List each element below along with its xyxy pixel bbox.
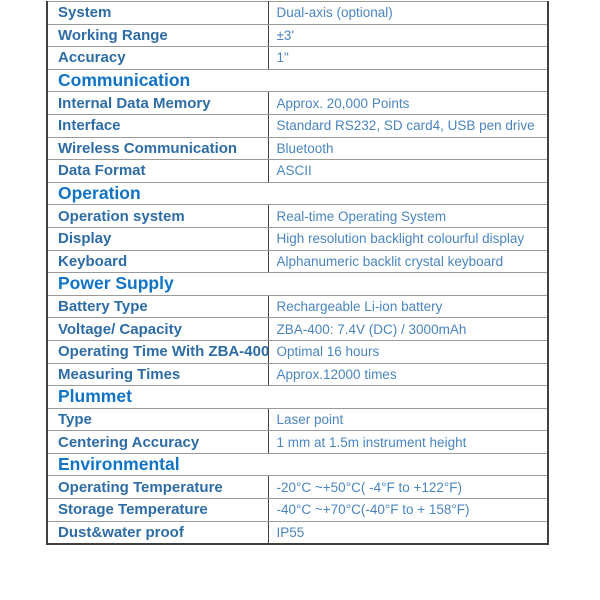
spec-value: Rechargeable Li-ion battery: [268, 295, 548, 319]
spec-label: Accuracy: [47, 46, 269, 70]
spec-label: Voltage/ Capacity: [47, 317, 269, 341]
spec-value: Alphanumeric backlit crystal keyboard: [268, 250, 548, 274]
section-row-communication: Communication: [47, 69, 548, 93]
spec-value: ASCII: [268, 159, 548, 183]
spec-row-wireless-communication: Wireless Communication Bluetooth: [47, 137, 548, 161]
spec-label: Interface: [47, 114, 269, 138]
spec-row-keyboard: Keyboard Alphanumeric backlit crystal key…: [47, 250, 548, 274]
spec-row-system: System Dual-axis (optional): [47, 1, 548, 25]
spec-label: Wireless Communication: [47, 137, 269, 161]
spec-value: High resolution backlight colourful disp…: [268, 227, 548, 251]
spec-row-operation-system: Operation system Real-time Operating Syst…: [47, 204, 548, 228]
spec-value: ZBA-400: 7.4V (DC) / 3000mAh: [268, 317, 548, 341]
spec-row-working-range: Working Range ±3': [47, 24, 548, 48]
spec-row-measuring-times: Measuring Times Approx.12000 times: [47, 363, 548, 387]
spec-label: Dust&water proof: [47, 521, 269, 545]
spec-label: Storage Temperature: [47, 498, 269, 522]
spec-row-internal-data-memory: Internal Data Memory Approx. 20,000 Point…: [47, 91, 548, 115]
specifications-table-body: System Dual-axis (optional) Working Range ±…: [47, 1, 548, 545]
spec-label: Operating Temperature: [47, 475, 269, 500]
section-header-communication: Communication: [47, 69, 548, 93]
section-header-plummet: Plummet: [47, 385, 548, 409]
spec-value: Standard RS232, SD card4, USB pen drive: [268, 114, 548, 138]
spec-row-data-format: Data Format ASCII: [47, 159, 548, 183]
spec-value: 1 mm at 1.5m instrument height: [268, 430, 548, 454]
spec-row-storage-temperature: Storage Temperature -40°C ~+70°C(-40°F to…: [47, 498, 548, 522]
spec-row-centering-accuracy: Centering Accuracy 1 mm at 1.5m instrumen…: [47, 430, 548, 454]
spec-row-operating-temperature: Operating Temperature -20°C ~+50°C( -4°F …: [47, 475, 548, 500]
section-header-power-supply: Power Supply: [47, 272, 548, 296]
spec-value: Laser point: [268, 408, 548, 432]
spec-value: Approx. 20,000 Points: [268, 91, 548, 115]
spec-value: ±3': [268, 24, 548, 48]
spec-label: Type: [47, 408, 269, 432]
section-row-power-supply: Power Supply: [47, 272, 548, 296]
spec-label: Keyboard: [47, 250, 269, 274]
section-row-environmental: Environmental: [47, 453, 548, 477]
spec-value: -40°C ~+70°C(-40°F to + 158°F): [268, 498, 548, 522]
spec-row-interface: Interface Standard RS232, SD card4, USB p…: [47, 114, 548, 138]
spec-label: Internal Data Memory: [47, 91, 269, 115]
spec-value: Approx.12000 times: [268, 363, 548, 387]
spec-value: Dual-axis (optional): [268, 1, 548, 25]
spec-label: Operation system: [47, 204, 269, 228]
spec-label: Measuring Times: [47, 363, 269, 387]
spec-value: 1": [268, 46, 548, 70]
section-row-plummet: Plummet: [47, 385, 548, 409]
spec-label: Centering Accuracy: [47, 430, 269, 454]
section-header-environmental: Environmental: [47, 453, 548, 477]
section-row-operation: Operation: [47, 182, 548, 206]
spec-value: IP55: [268, 521, 548, 545]
spec-value: -20°C ~+50°C( -4°F to +122°F): [268, 475, 548, 500]
spec-value: Bluetooth: [268, 137, 548, 161]
spec-value: Optimal 16 hours: [268, 340, 548, 364]
spec-row-operating-time-with-zba-400: Operating Time With ZBA-400 Optimal 16 ho…: [47, 340, 548, 364]
section-header-operation: Operation: [47, 182, 548, 206]
spec-row-accuracy: Accuracy 1": [47, 46, 548, 70]
spec-row-battery-type: Battery Type Rechargeable Li-ion battery: [47, 295, 548, 319]
spec-label: Battery Type: [47, 295, 269, 319]
spec-label: Operating Time With ZBA-400: [47, 340, 269, 364]
spec-row-dust-water-proof: Dust&water proof IP55: [47, 521, 548, 545]
spec-label: System: [47, 1, 269, 25]
spec-label: Working Range: [47, 24, 269, 48]
spec-value: Real-time Operating System: [268, 204, 548, 228]
spec-label: Data Format: [47, 159, 269, 183]
spec-row-voltage-capacity: Voltage/ Capacity ZBA-400: 7.4V (DC) / 30…: [47, 317, 548, 341]
spec-label: Display: [47, 227, 269, 251]
specifications-table: System Dual-axis (optional) Working Range ±…: [46, 1, 549, 545]
spec-row-type: Type Laser point: [47, 408, 548, 432]
spec-row-display: Display High resolution backlight colourf…: [47, 227, 548, 251]
